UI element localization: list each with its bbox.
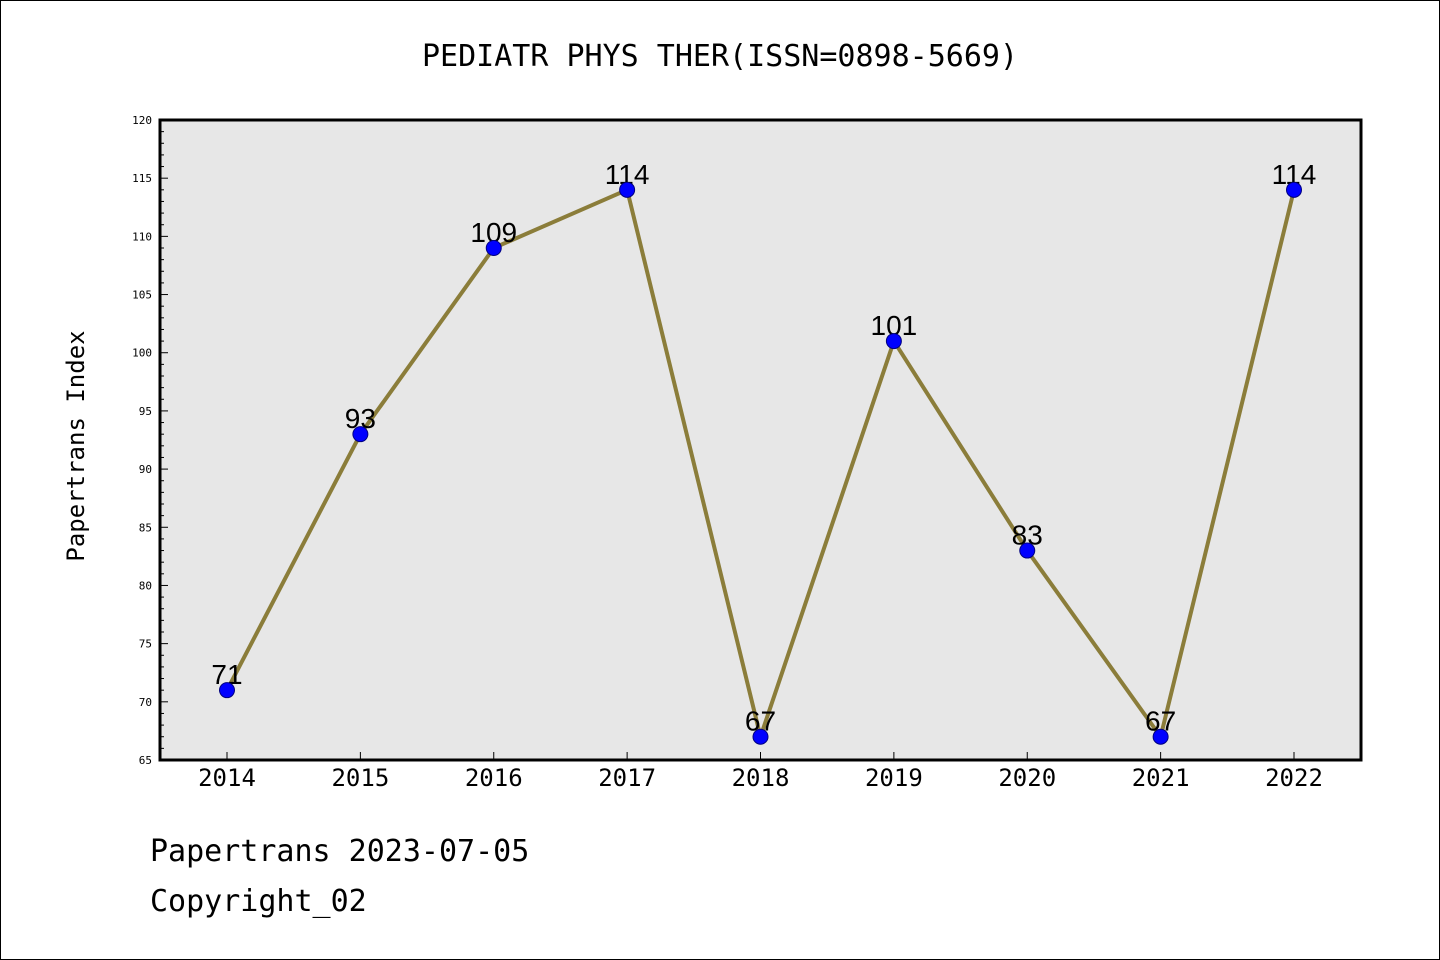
data-point bbox=[752, 728, 769, 745]
y-tick-label: 65 bbox=[139, 754, 152, 767]
data-point bbox=[352, 426, 369, 443]
y-tick-label: 80 bbox=[139, 579, 152, 592]
y-tick-label: 95 bbox=[139, 405, 152, 418]
footer-copyright-line: Copyright_02 bbox=[150, 884, 367, 919]
x-tick-label: 2022 bbox=[1265, 764, 1323, 792]
data-point bbox=[1286, 181, 1302, 198]
plot-area bbox=[160, 120, 1361, 760]
x-tick-label: 2015 bbox=[331, 764, 389, 792]
y-tick-label: 85 bbox=[139, 521, 152, 534]
x-tick-label: 2021 bbox=[1132, 764, 1190, 792]
data-point bbox=[1152, 728, 1169, 745]
y-tick-label: 100 bbox=[132, 347, 152, 360]
x-tick-label: 2014 bbox=[198, 764, 256, 792]
y-tick-label: 70 bbox=[139, 696, 152, 709]
footer-date-line: Papertrans 2023-07-05 bbox=[150, 834, 530, 869]
y-axis-label: Papertrans Index bbox=[62, 330, 90, 561]
y-tick-label: 105 bbox=[132, 289, 152, 302]
x-tick-label: 2017 bbox=[598, 764, 656, 792]
data-point bbox=[485, 240, 502, 256]
data-point bbox=[219, 682, 235, 699]
x-tick-label: 2016 bbox=[465, 764, 523, 792]
x-tick-label: 2020 bbox=[998, 764, 1056, 792]
y-tick-label: 90 bbox=[139, 463, 152, 476]
y-tick-label: 120 bbox=[132, 114, 152, 127]
data-point bbox=[619, 181, 636, 198]
y-tick-label: 110 bbox=[132, 230, 152, 243]
y-tick-label: 115 bbox=[132, 172, 152, 185]
x-tick-label: 2019 bbox=[865, 764, 923, 792]
data-point bbox=[885, 333, 902, 350]
y-tick-label: 75 bbox=[139, 638, 152, 651]
plot-border bbox=[158, 118, 1363, 762]
chart-title: PEDIATR PHYS THER(ISSN=0898-5669) bbox=[422, 39, 1018, 74]
data-point bbox=[1019, 542, 1036, 559]
x-axis-ticks: 2014 2015 2016 2017 2018 2019 2020 2021 2022 bbox=[198, 752, 1323, 792]
x-tick-label: 2018 bbox=[732, 764, 790, 792]
